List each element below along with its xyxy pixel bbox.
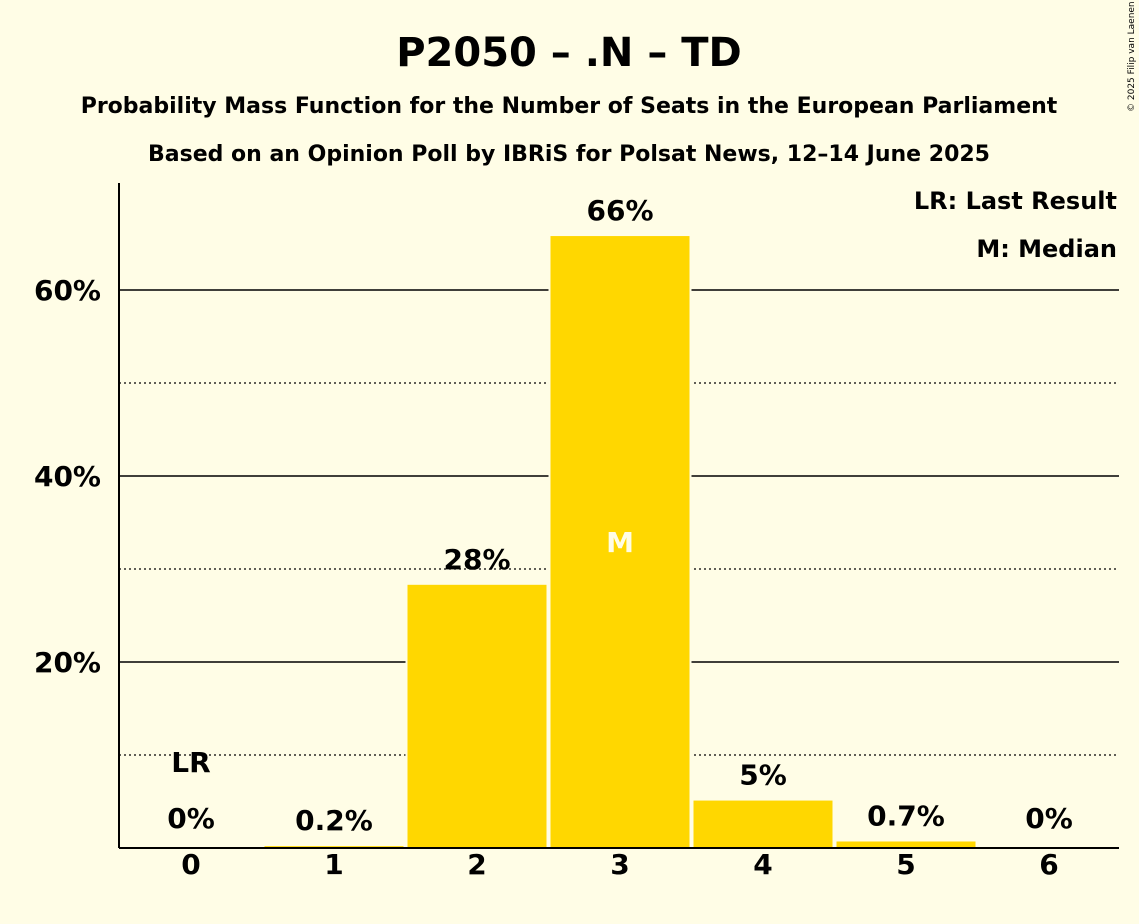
bar-2 bbox=[407, 584, 547, 848]
data-labels: 0% 0 LR 0.2% 1 28% 2 66% 3 M 5% 4 0.7% 5 0% 6 bbox=[167, 194, 1073, 881]
data-label-3: 66% bbox=[586, 194, 653, 227]
bars bbox=[262, 234, 978, 848]
data-label-6: 0% bbox=[1025, 802, 1073, 835]
copyright-notice: © 2025 Filip van Laenen bbox=[1127, 1, 1137, 112]
x-tick-label: 6 bbox=[1039, 848, 1058, 881]
y-tick-label: 20% bbox=[34, 646, 101, 679]
x-tick-label: 2 bbox=[467, 848, 486, 881]
chart-subtitle-2: Based on an Opinion Poll by IBRiS for Po… bbox=[148, 142, 990, 167]
data-label-5: 0.7% bbox=[867, 799, 945, 832]
data-label-2: 28% bbox=[443, 543, 510, 576]
bar-gap bbox=[262, 844, 406, 848]
bar-4 bbox=[693, 800, 833, 848]
legend-last-result: LR: Last Result bbox=[914, 187, 1117, 215]
bar-5 bbox=[836, 841, 976, 848]
data-label-1: 0.2% bbox=[295, 804, 373, 837]
chart-subtitle: Probability Mass Function for the Number… bbox=[81, 94, 1058, 119]
median-marker: M bbox=[606, 526, 634, 559]
data-label-4: 5% bbox=[739, 759, 787, 792]
last-result-marker: LR bbox=[171, 746, 210, 779]
x-tick-label: 3 bbox=[610, 848, 629, 881]
x-tick-label: 4 bbox=[753, 848, 772, 881]
legend-median: M: Median bbox=[976, 235, 1117, 263]
y-tick-label: 60% bbox=[34, 274, 101, 307]
x-tick-label: 5 bbox=[896, 848, 915, 881]
x-tick-label: 0 bbox=[181, 848, 200, 881]
chart-title: P2050 – .N – TD bbox=[396, 30, 742, 76]
bar-3 bbox=[550, 236, 690, 848]
x-tick-label: 1 bbox=[324, 848, 343, 881]
y-tick-label: 40% bbox=[34, 460, 101, 493]
axes bbox=[118, 183, 1119, 849]
data-label-0: 0% bbox=[167, 802, 215, 835]
